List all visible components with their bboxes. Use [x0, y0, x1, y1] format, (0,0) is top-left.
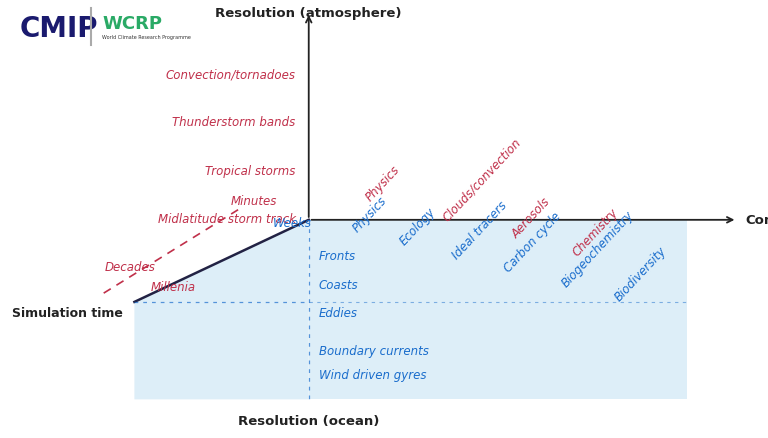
Text: Minutes: Minutes	[230, 195, 276, 208]
Text: Convection/tornadoes: Convection/tornadoes	[166, 68, 296, 81]
Text: Coasts: Coasts	[319, 278, 359, 291]
Text: Boundary currents: Boundary currents	[319, 344, 429, 357]
Text: Resolution (ocean): Resolution (ocean)	[238, 414, 379, 427]
Text: Midlatitude storm track: Midlatitude storm track	[157, 212, 296, 226]
Text: Clouds/convection: Clouds/convection	[440, 135, 523, 223]
Text: Comprehensiveness: Comprehensiveness	[745, 214, 768, 227]
Text: WCRP: WCRP	[102, 15, 162, 33]
Text: CMIP: CMIP	[19, 15, 98, 43]
Text: Weeks: Weeks	[273, 216, 312, 229]
Text: Carbon cycle: Carbon cycle	[502, 210, 563, 275]
Text: Eddies: Eddies	[319, 307, 358, 320]
Text: Simulation time: Simulation time	[12, 307, 122, 320]
Text: Millenia: Millenia	[151, 280, 195, 293]
Text: Resolution (atmosphere): Resolution (atmosphere)	[216, 7, 402, 20]
Text: Ideal tracers: Ideal tracers	[450, 199, 510, 261]
Text: Chemistry: Chemistry	[571, 205, 621, 258]
Text: Physics: Physics	[350, 194, 389, 234]
Text: Tropical storms: Tropical storms	[205, 164, 296, 177]
Polygon shape	[134, 220, 309, 399]
Text: Biogeochemistry: Biogeochemistry	[559, 208, 636, 289]
Polygon shape	[309, 220, 687, 399]
Text: Aerosols: Aerosols	[509, 195, 553, 241]
Text: Biodiversity: Biodiversity	[613, 244, 670, 303]
Text: Physics: Physics	[363, 163, 402, 204]
Text: World Climate Research Programme: World Climate Research Programme	[102, 35, 191, 40]
Text: Thunderstorm bands: Thunderstorm bands	[173, 116, 296, 129]
Text: Wind driven gyres: Wind driven gyres	[319, 368, 426, 381]
Text: Fronts: Fronts	[319, 250, 356, 263]
Text: Decades: Decades	[105, 261, 156, 274]
Text: Ecology: Ecology	[398, 205, 439, 247]
